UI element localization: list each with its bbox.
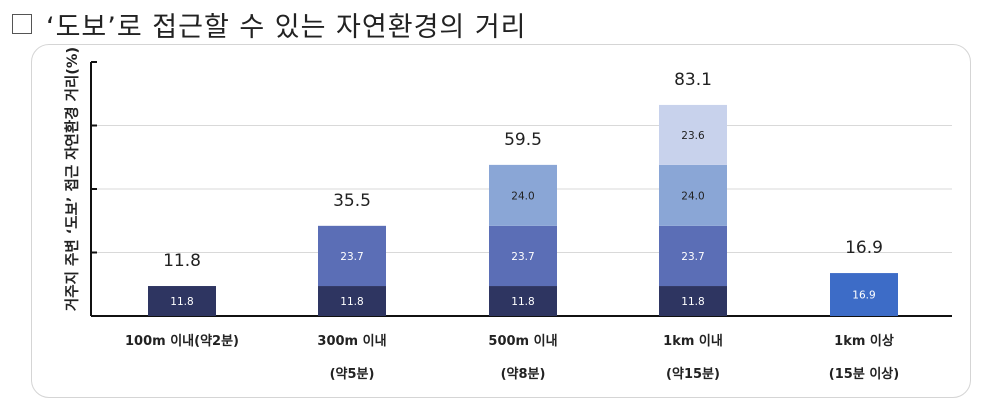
x-tick-label-2-1: 300m 이내 [317,333,386,349]
x-tick-label-2-2: (약5분) [330,366,375,382]
chart-heading: ‘도보’로 접근할 수 있는 자연환경의 거리 [12,4,527,44]
total-label-5: 16.9 [845,238,883,258]
segment-label-3-2: 23.7 [511,251,534,263]
bar-segment-2-1 [318,286,386,316]
segment-label-2-1: 11.8 [340,296,363,308]
x-tick-label-4-2: (약15분) [666,366,720,382]
segment-label-3-3: 24.0 [511,190,534,202]
segment-label-4-2: 23.7 [681,251,704,263]
bar-segment-3-1 [489,286,557,316]
segment-label-3-1: 11.8 [511,296,534,308]
square-outline-icon [12,14,32,34]
x-tick-label-5-2: (15분 이상) [829,366,899,382]
total-label-4: 83.1 [674,70,712,90]
x-tick-label-1-1: 100m 이내(약2분) [125,333,239,349]
segment-label-4-3: 24.0 [681,190,704,202]
bar-segment-4-1 [659,286,727,316]
segment-label-5-1: 16.9 [852,290,875,302]
segment-label-2-2: 23.7 [340,251,363,263]
chart-panel [31,44,971,398]
bar-segment-2-2 [318,225,386,287]
bar-segment-4-3 [659,164,727,226]
bar-segment-3-3 [489,164,557,226]
segment-label-4-1: 11.8 [681,296,704,308]
x-tick-label-5-1: 1km 이상 [834,333,894,349]
segment-label-4-4: 23.6 [681,130,705,142]
total-label-1: 11.8 [163,251,201,271]
bar-segment-4-4 [659,104,727,165]
bar-segment-5-1 [830,273,898,316]
x-tick-label-4-1: 1km 이내 [663,333,723,349]
segment-label-1-1: 11.8 [170,296,193,308]
total-label-2: 35.5 [333,191,371,211]
bar-segment-3-2 [489,225,557,287]
bar-segment-4-2 [659,225,727,287]
bar-segment-1-1 [148,286,216,316]
y-axis-label: 거주지 주변 ‘도보’ 접근 자연환경 거리(%) [63,47,81,311]
total-label-3: 59.5 [504,130,542,150]
x-tick-label-3-2: (약8분) [501,366,546,382]
x-tick-label-3-1: 500m 이내 [488,333,557,349]
heading-text: ‘도보’로 접근할 수 있는 자연환경의 거리 [46,11,527,43]
